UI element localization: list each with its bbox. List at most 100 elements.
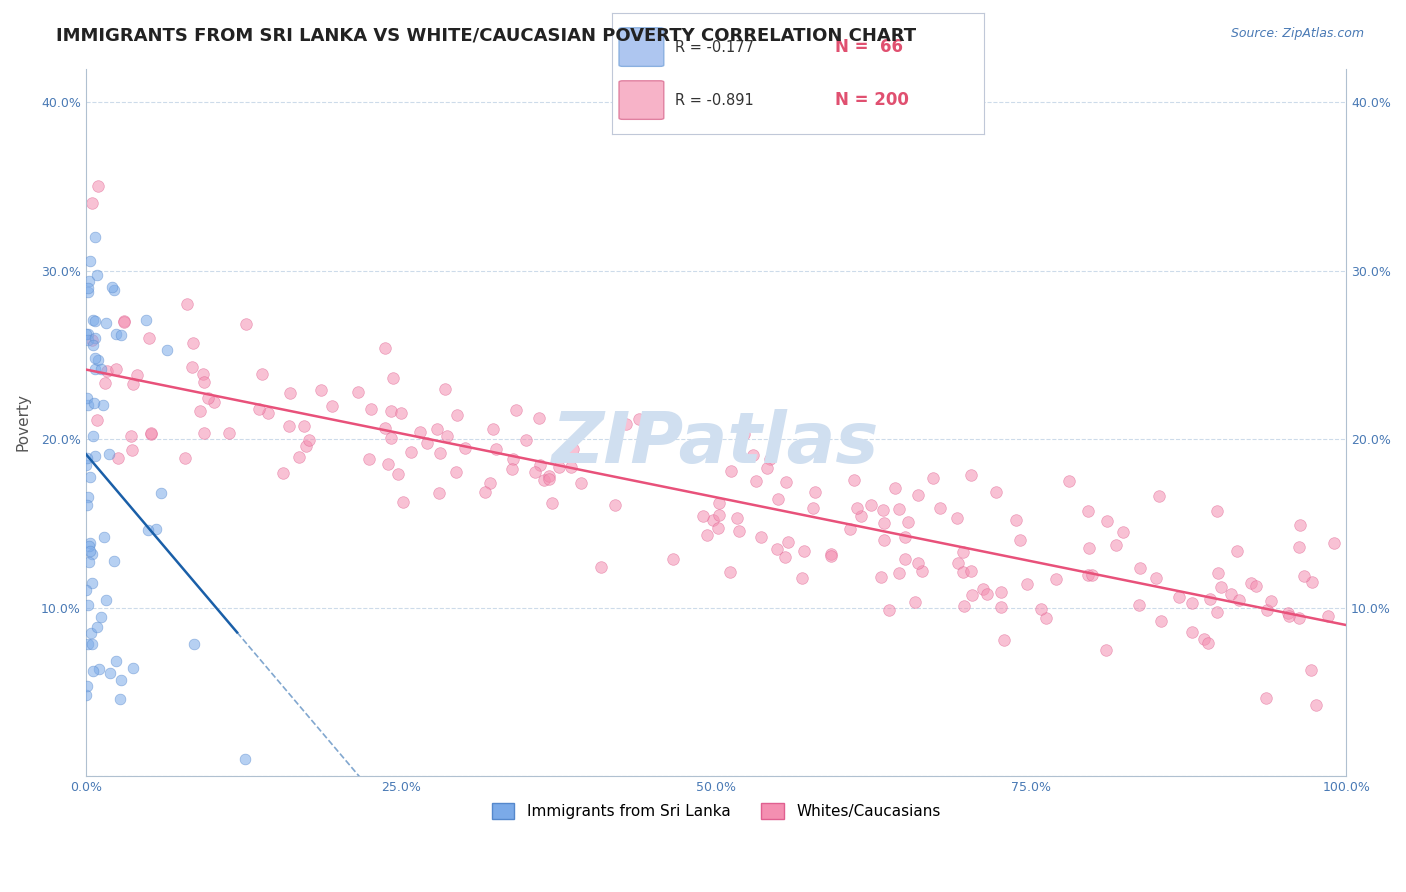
Point	[380, 432, 402, 446]
Point	[773, 550, 796, 565]
Point	[104, 654, 127, 668]
Point	[1288, 540, 1310, 554]
Point	[820, 549, 842, 563]
Point	[603, 498, 626, 512]
Point	[392, 495, 415, 509]
Point	[309, 383, 332, 397]
Point	[523, 465, 546, 479]
Point	[1260, 593, 1282, 607]
Point	[661, 551, 683, 566]
Point	[188, 404, 211, 418]
Point	[859, 498, 882, 512]
Point	[347, 384, 370, 399]
Point	[474, 484, 496, 499]
Point	[1254, 691, 1277, 706]
Point	[83, 395, 105, 409]
Point	[986, 485, 1008, 500]
Point	[1015, 577, 1038, 591]
Point	[84, 314, 107, 328]
Point	[357, 451, 380, 466]
Point	[103, 554, 125, 568]
Point	[138, 331, 160, 345]
Point	[321, 399, 343, 413]
Point	[720, 464, 742, 478]
Point	[1278, 609, 1301, 624]
Point	[1305, 698, 1327, 712]
Point	[97, 447, 120, 461]
Legend: Immigrants from Sri Lanka, Whites/Caucasians: Immigrants from Sri Lanka, Whites/Caucas…	[485, 797, 946, 825]
Point	[433, 382, 456, 396]
Point	[183, 336, 205, 351]
Point	[427, 486, 450, 500]
Point	[82, 665, 104, 679]
Point	[749, 530, 772, 544]
Point	[560, 459, 582, 474]
Point	[776, 534, 799, 549]
Point	[90, 361, 112, 376]
Point	[235, 318, 257, 332]
Point	[387, 467, 409, 482]
Point	[1299, 663, 1322, 677]
Point	[76, 498, 98, 512]
Point	[294, 439, 316, 453]
Point	[529, 458, 551, 473]
Point	[76, 451, 98, 466]
Point	[1095, 643, 1118, 657]
Point	[505, 402, 527, 417]
Y-axis label: Poverty: Poverty	[15, 393, 30, 451]
Point	[136, 523, 159, 537]
Point	[98, 665, 121, 680]
Point	[952, 566, 974, 580]
Point	[803, 484, 825, 499]
FancyBboxPatch shape	[619, 28, 664, 66]
Point	[1005, 513, 1028, 527]
Text: Source: ZipAtlas.com: Source: ZipAtlas.com	[1230, 27, 1364, 40]
Point	[893, 551, 915, 566]
Point	[1181, 625, 1204, 640]
Point	[1226, 544, 1249, 558]
Point	[709, 495, 731, 509]
Point	[1205, 606, 1227, 620]
Point	[1227, 592, 1250, 607]
Point	[911, 564, 934, 578]
Point	[247, 401, 270, 416]
Point	[82, 429, 104, 443]
Point	[960, 467, 983, 482]
Point	[84, 351, 107, 365]
Point	[533, 473, 555, 487]
Text: N =  66: N = 66	[835, 38, 903, 56]
Point	[515, 434, 537, 448]
Point	[1077, 541, 1099, 556]
Point	[1301, 574, 1323, 589]
Point	[127, 368, 149, 383]
Point	[75, 582, 97, 597]
Point	[112, 314, 135, 328]
Point	[288, 450, 311, 464]
Point	[218, 425, 240, 440]
Point	[718, 566, 741, 580]
Point	[1181, 596, 1204, 610]
Point	[76, 598, 98, 612]
Point	[96, 593, 118, 607]
Point	[94, 316, 117, 330]
Point	[193, 375, 215, 389]
Point	[733, 426, 755, 441]
Text: R = -0.891: R = -0.891	[675, 93, 754, 108]
Point	[1209, 580, 1232, 594]
Point	[183, 637, 205, 651]
Point	[1288, 611, 1310, 625]
Point	[77, 333, 100, 347]
Point	[887, 566, 910, 580]
Point	[145, 522, 167, 536]
Point	[845, 501, 868, 516]
Point	[1208, 566, 1230, 581]
Point	[1095, 514, 1118, 528]
Text: IMMIGRANTS FROM SRI LANKA VS WHITE/CAUCASIAN POVERTY CORRELATION CHART: IMMIGRANTS FROM SRI LANKA VS WHITE/CAUCA…	[56, 27, 917, 45]
Point	[389, 406, 412, 420]
Point	[1147, 489, 1170, 503]
Point	[96, 364, 118, 378]
Point	[873, 533, 896, 548]
Point	[1317, 609, 1340, 624]
Point	[105, 362, 128, 376]
Point	[744, 474, 766, 488]
